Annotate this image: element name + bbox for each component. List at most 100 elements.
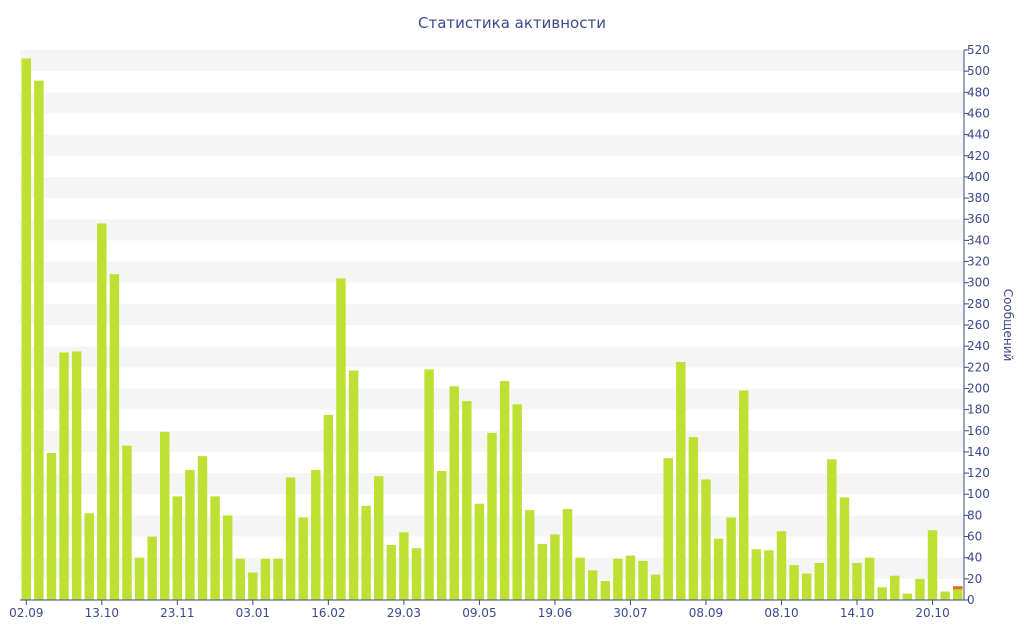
- bar: [235, 558, 245, 600]
- x-tick-label: 20.10: [915, 606, 949, 620]
- bar: [248, 572, 258, 600]
- x-tick-label: 08.10: [764, 606, 798, 620]
- y-tick-label: 480: [967, 85, 990, 99]
- y-tick-label: 340: [967, 233, 990, 247]
- bar: [638, 560, 648, 600]
- bar: [311, 469, 321, 600]
- y-tick-label: 300: [967, 276, 990, 290]
- bar: [97, 223, 107, 600]
- y-tick-label: 160: [967, 424, 990, 438]
- y-tick-label: 240: [967, 339, 990, 353]
- bar: [222, 515, 233, 600]
- bar: [386, 545, 397, 600]
- bar: [764, 550, 774, 600]
- bar: [801, 573, 812, 600]
- bar: [525, 510, 535, 600]
- y-tick-label: 260: [967, 318, 990, 332]
- y-tick-label: 440: [967, 128, 990, 142]
- bar: [185, 469, 195, 600]
- bar: [701, 479, 711, 600]
- bar: [537, 543, 548, 600]
- grid-band: [20, 219, 964, 241]
- bar: [789, 565, 799, 600]
- bar: [600, 580, 610, 600]
- bar: [411, 548, 422, 600]
- bar: [374, 476, 384, 600]
- bar: [751, 549, 762, 600]
- grid-band: [20, 346, 964, 368]
- bar: [84, 513, 94, 600]
- bar: [877, 587, 887, 600]
- grid-band: [20, 71, 964, 93]
- bar: [625, 555, 636, 600]
- bar: [21, 58, 32, 600]
- bar: [864, 557, 875, 600]
- bar: [713, 538, 724, 600]
- bar: [34, 80, 44, 601]
- bar: [512, 404, 522, 600]
- bar: [814, 562, 824, 600]
- bar: [424, 369, 434, 600]
- bar: [134, 557, 145, 600]
- y-tick-label: 460: [967, 106, 990, 120]
- y-tick-label: 400: [967, 170, 990, 184]
- grid-band: [20, 325, 964, 347]
- grid-band: [20, 240, 964, 262]
- bar: [902, 593, 913, 600]
- y-tick-label: 120: [967, 466, 990, 480]
- bar: [650, 574, 661, 600]
- y-tick-label: 80: [967, 508, 982, 522]
- y-tick-label: 500: [967, 64, 990, 78]
- y-tick-label: 60: [967, 530, 982, 544]
- y-tick-label: 180: [967, 403, 990, 417]
- x-tick-label: 09.05: [462, 606, 496, 620]
- bar: [688, 437, 699, 600]
- bar: [436, 470, 447, 600]
- grid-band: [20, 388, 964, 410]
- bar: [147, 536, 157, 600]
- x-tick-label: 14.10: [840, 606, 874, 620]
- grid-band: [20, 155, 964, 177]
- bar: [550, 534, 560, 600]
- bar: [852, 562, 862, 600]
- x-tick-label: 29.03: [387, 606, 421, 620]
- y-axis-title: Сообщений: [1001, 289, 1015, 362]
- bar: [172, 496, 183, 600]
- bar: [776, 531, 787, 600]
- bar: [109, 274, 120, 600]
- y-tick-label: 140: [967, 445, 990, 459]
- bar: [298, 517, 308, 600]
- bar: [952, 586, 963, 600]
- y-tick-label: 520: [967, 43, 990, 57]
- bar: [487, 432, 497, 600]
- bar: [285, 477, 296, 600]
- bar: [59, 352, 69, 600]
- x-tick-label: 30.07: [613, 606, 647, 620]
- y-tick-label: 20: [967, 572, 982, 586]
- grid-band: [20, 261, 964, 283]
- bar: [260, 558, 271, 600]
- y-tick-label: 380: [967, 191, 990, 205]
- bar: [739, 390, 749, 600]
- y-tick-label: 0: [967, 593, 975, 607]
- y-tick-label: 360: [967, 212, 990, 226]
- bar-highlight-cap: [952, 586, 963, 590]
- grid-band: [20, 303, 964, 325]
- y-tick-label: 420: [967, 149, 990, 163]
- x-tick-label: 13.10: [85, 606, 119, 620]
- bar: [273, 558, 283, 600]
- bar: [323, 414, 334, 600]
- grid-band: [20, 282, 964, 304]
- bar: [474, 503, 485, 600]
- grid-band: [20, 367, 964, 389]
- grid-band: [20, 409, 964, 431]
- bar: [663, 458, 673, 600]
- chart-title: Статистика активности: [418, 14, 606, 32]
- bar: [361, 505, 371, 600]
- bar: [71, 351, 82, 600]
- grid-band: [20, 50, 964, 72]
- bar: [575, 557, 585, 600]
- bar: [46, 452, 57, 600]
- bar: [839, 497, 850, 600]
